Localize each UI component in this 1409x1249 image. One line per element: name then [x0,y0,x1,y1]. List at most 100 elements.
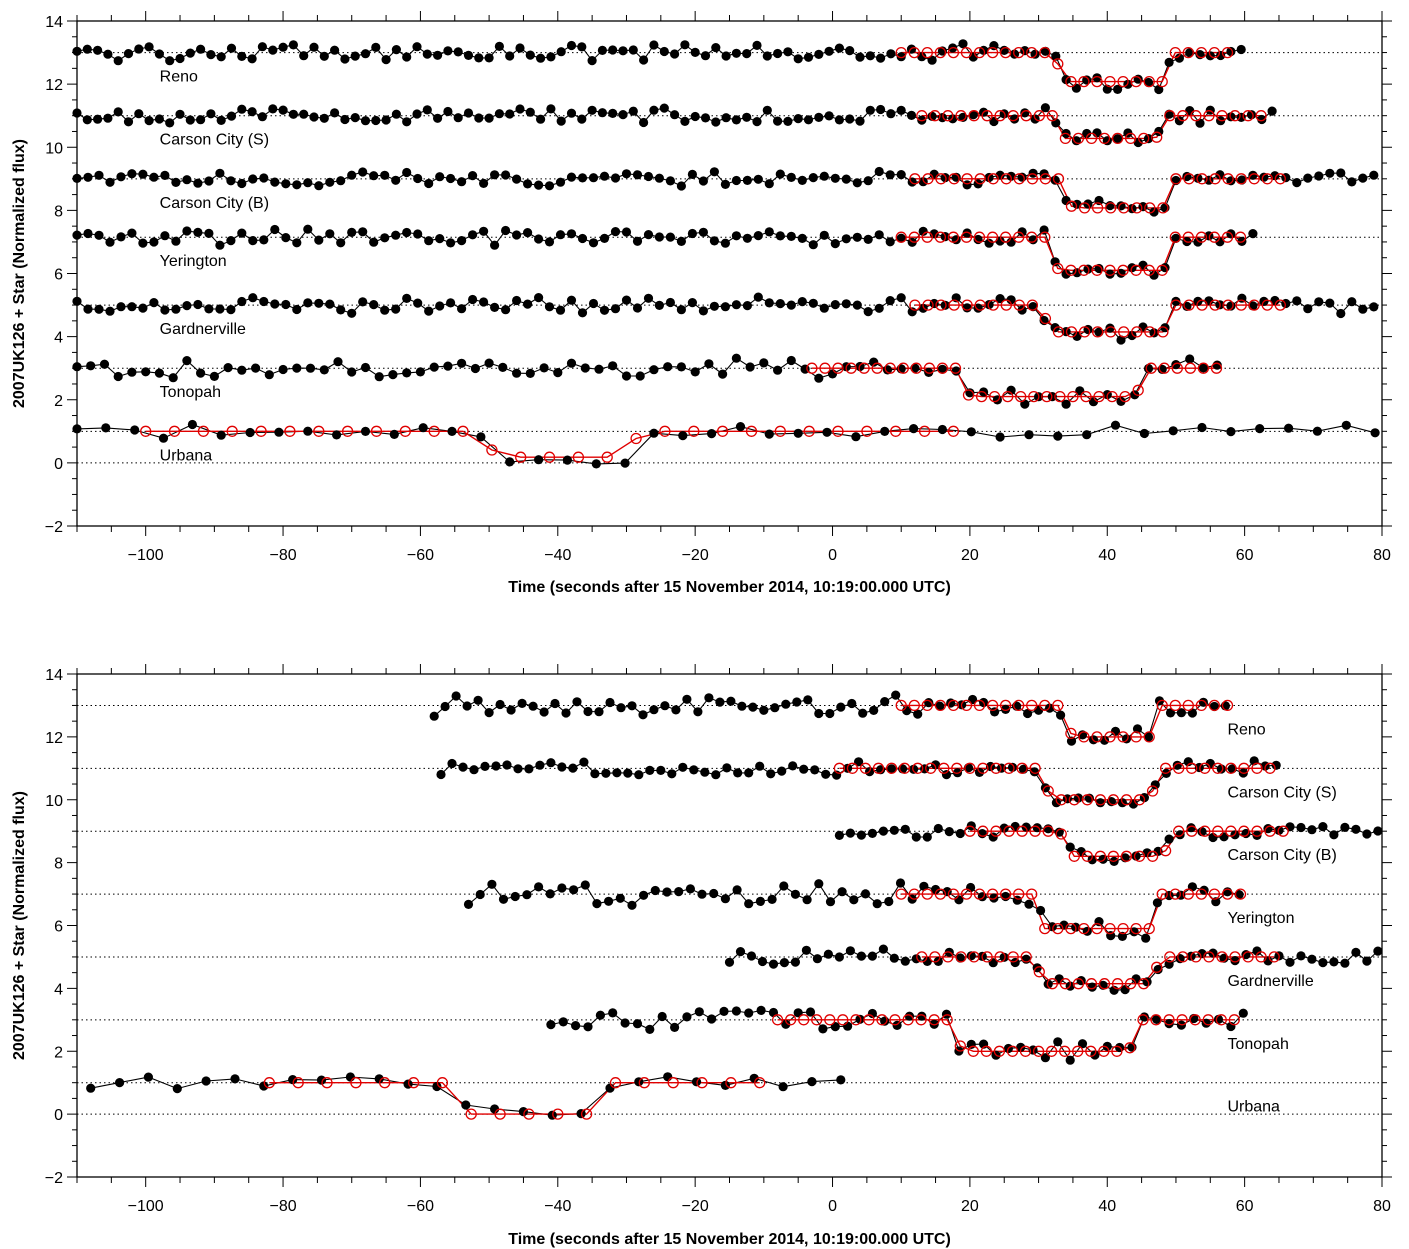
x-tick-label: 20 [961,1198,979,1215]
model-point [1156,699,1168,712]
observed-point [1098,854,1108,864]
observed-point [577,114,587,124]
observed-point [841,299,851,309]
observed-point [345,1072,355,1082]
observed-point [1138,322,1148,332]
observed-point [577,308,588,318]
observed-point [1131,974,1141,984]
model-point [543,451,556,463]
observed-point [878,826,889,836]
y-tick-label: 8 [54,203,63,220]
observed-point [433,113,443,123]
model-point [859,762,872,774]
observed-point [610,304,621,314]
observed-point [778,1082,788,1092]
observed-point [599,233,610,243]
model-point [967,1045,979,1057]
observed-point [837,887,847,897]
model-point [1085,978,1098,990]
model-point [1020,110,1032,122]
observed-point [447,426,457,436]
model-point [1199,825,1211,837]
model-point [1209,173,1221,185]
model-point [947,425,960,437]
observed-point [755,761,765,771]
observed-point [278,42,288,52]
model-point [981,110,993,122]
model-point [961,299,973,311]
model-point [1107,850,1120,862]
observed-point [670,110,680,120]
model-point [688,425,700,437]
observed-point [558,1017,568,1027]
observed-point [721,113,731,123]
model-point [1072,1045,1084,1057]
observed-point [583,706,593,717]
model-point [1150,1014,1162,1026]
observed-point [215,304,225,314]
model-point [1208,888,1221,900]
observed-point [948,114,958,124]
observed-point [818,1024,828,1034]
observed-point [116,302,126,312]
observed-point [412,109,422,119]
model-point [1052,58,1064,70]
observed-point [534,180,544,190]
observed-point [1082,128,1092,139]
observed-point [138,303,148,313]
observed-point [824,111,834,121]
model-point [1020,951,1032,963]
observed-point [885,296,895,306]
model-point [1105,326,1117,338]
observed-point [494,41,504,52]
model-point [1029,825,1041,837]
observed-point [615,893,625,903]
y-tick-label: 0 [54,456,63,473]
model-point [638,1077,650,1089]
observed-point [103,49,113,59]
observed-point [616,703,626,713]
model-point [916,951,928,963]
model-point [1183,173,1195,185]
model-point [1002,390,1014,403]
model-point [1029,762,1041,774]
observed-point [490,170,500,180]
observed-point [687,298,698,308]
site-label: Urbana [160,447,213,464]
observed-point [536,114,546,124]
observed-point [773,116,783,126]
model-point [1195,699,1208,712]
model-point [1133,850,1146,862]
observed-point [1216,764,1226,774]
observed-point [931,760,941,770]
observed-point [836,702,846,712]
observed-point [347,227,357,237]
observed-point [1274,825,1284,836]
observed-point [984,300,994,310]
observed-point [182,301,192,311]
model-point [861,425,873,437]
model-point [1221,888,1234,900]
observed-point [1087,855,1097,865]
observed-point [1358,173,1368,183]
observed-point [693,707,703,717]
model-point [1093,390,1105,403]
model-point [1212,825,1224,837]
model-point [399,425,411,437]
model-point [1039,173,1052,185]
observed-point [86,361,96,371]
model-point [960,46,973,59]
observed-point [511,230,522,240]
x-tick-label: −60 [407,547,434,564]
observed-point [937,364,948,374]
observed-point [649,105,659,115]
model-point [1003,762,1015,774]
observed-point [259,296,269,307]
observed-point [1373,826,1383,836]
model-point [993,1045,1006,1057]
model-point [1170,299,1182,311]
observed-point [72,230,82,240]
model-point [1059,978,1072,990]
observed-point [1123,128,1133,138]
observed-point [620,458,630,468]
